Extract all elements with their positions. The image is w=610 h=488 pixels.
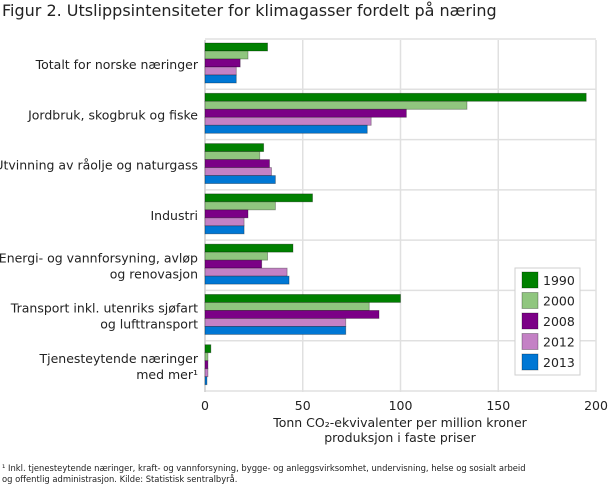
bar-2012 bbox=[204, 267, 288, 277]
legend-label: 1990 bbox=[543, 273, 575, 288]
bar-2008 bbox=[204, 108, 407, 118]
bar-2012 bbox=[204, 116, 372, 126]
bar-2012 bbox=[204, 217, 245, 227]
category-label: Transport inkl. utenriks sjøfart bbox=[10, 301, 198, 316]
x-tick-label: 100 bbox=[389, 398, 413, 413]
bar-2013 bbox=[204, 74, 237, 84]
bar-1990 bbox=[204, 294, 401, 303]
bar-1990 bbox=[204, 42, 268, 52]
bar-2013 bbox=[204, 376, 208, 386]
legend-swatch-1990 bbox=[521, 271, 539, 289]
legend-swatch-2008 bbox=[521, 312, 539, 330]
legend-swatch-2000 bbox=[521, 292, 539, 309]
category-label: Industri bbox=[151, 208, 199, 223]
x-tick-label: 200 bbox=[584, 398, 608, 413]
bar-1990 bbox=[204, 92, 587, 102]
bar-2000 bbox=[204, 151, 261, 160]
bar-2008 bbox=[204, 310, 380, 319]
bar-2013 bbox=[204, 124, 368, 134]
bar-2012 bbox=[204, 66, 237, 76]
category-label: og renovasjon bbox=[110, 266, 198, 281]
bar-2000 bbox=[204, 302, 370, 311]
bar-2013 bbox=[204, 326, 347, 335]
bar-2008 bbox=[204, 159, 270, 168]
x-tick-label: 0 bbox=[201, 398, 209, 413]
x-tick-label: 50 bbox=[295, 398, 311, 413]
category-label: Jordbruk, skogbruk og fiske bbox=[27, 107, 198, 122]
legend-label: 2013 bbox=[543, 355, 575, 370]
legend-label: 2000 bbox=[543, 294, 575, 309]
legend-label: 2012 bbox=[543, 335, 575, 350]
bar-2000 bbox=[204, 251, 268, 261]
footnote-line: ¹ Inkl. tjenesteytende næringer, kraft- … bbox=[2, 463, 526, 473]
legend-swatch-2012 bbox=[521, 333, 539, 350]
bar-2000 bbox=[204, 100, 468, 110]
bar-1990 bbox=[204, 344, 212, 354]
category-label: Utvinning av råolje og naturgass bbox=[0, 158, 198, 173]
chart-title: Figur 2. Utslippsintensiteter for klimag… bbox=[2, 1, 497, 20]
legend-label: 2008 bbox=[543, 314, 575, 329]
footnote: ¹ Inkl. tjenesteytende næringer, kraft- … bbox=[2, 463, 602, 485]
footnote-line: og offentlig administrasjon. Kilde: Stat… bbox=[2, 474, 238, 484]
category-label: og lufttransport bbox=[100, 317, 198, 332]
bar-2013 bbox=[204, 225, 245, 235]
x-axis-label: produksjon i faste priser bbox=[324, 430, 476, 445]
bar-1990 bbox=[204, 243, 294, 253]
bar-2000 bbox=[204, 201, 276, 211]
legend-swatch-2013 bbox=[521, 353, 539, 371]
bar-2008 bbox=[204, 360, 209, 370]
category-label: Totalt for norske næringer bbox=[35, 57, 199, 72]
x-axis-label: Tonn CO₂-ekvivalenter per million kroner bbox=[272, 415, 527, 430]
bar-2013 bbox=[204, 275, 290, 285]
category-label: med mer¹ bbox=[136, 367, 198, 382]
bar-2012 bbox=[204, 318, 347, 327]
category-label: Tjenesteytende næringer bbox=[38, 351, 198, 366]
bar-2000 bbox=[204, 352, 209, 362]
bar-chart: 0 50 100 150 200 Totalt for norske næringer Jo… bbox=[0, 38, 608, 445]
bar-2012 bbox=[204, 167, 272, 176]
bar-2012 bbox=[204, 368, 209, 378]
x-tick-label: 150 bbox=[486, 398, 510, 413]
category-label: Energi- og vannforsyning, avløp bbox=[0, 250, 198, 265]
bar-2008 bbox=[204, 58, 241, 68]
bar-1990 bbox=[204, 193, 313, 203]
bar-2008 bbox=[204, 259, 263, 269]
bar-1990 bbox=[204, 143, 265, 152]
bar-2000 bbox=[204, 50, 249, 60]
bar-2008 bbox=[204, 209, 249, 219]
bar-2013 bbox=[204, 175, 276, 184]
